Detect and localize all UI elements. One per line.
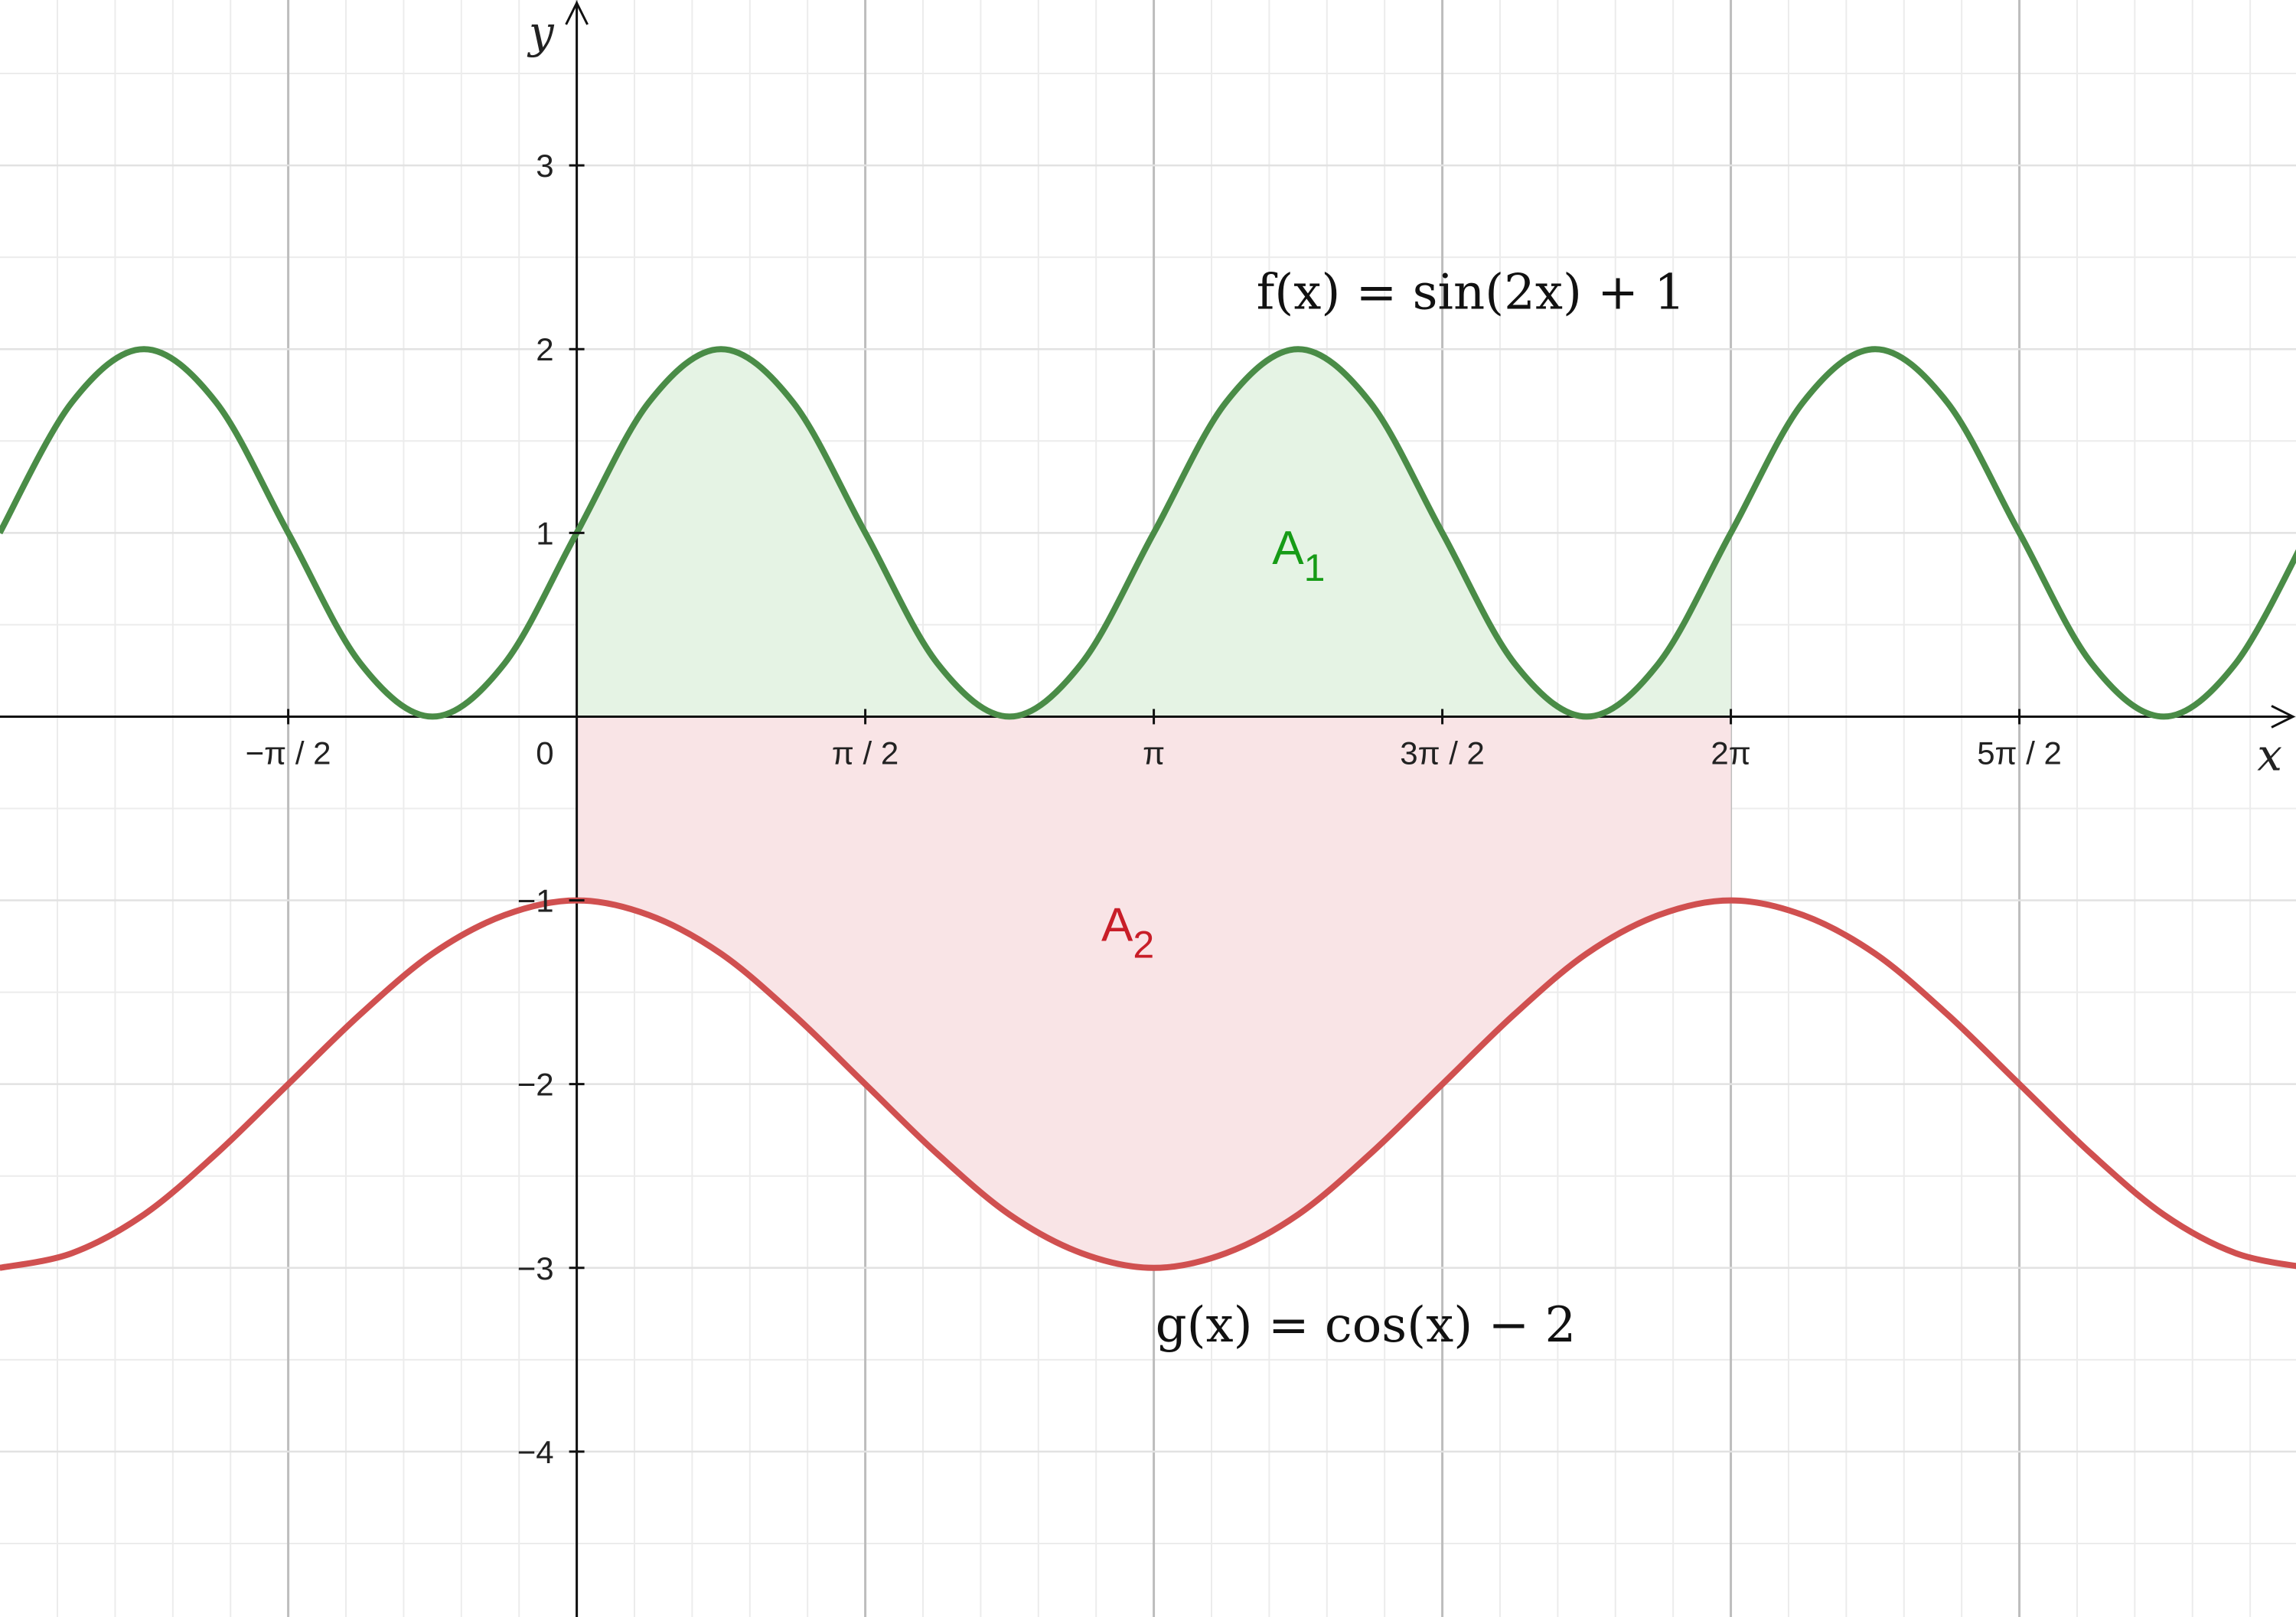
y-axis-label: y [527,6,555,58]
x-tick-label: 2π [1711,735,1750,771]
y-tick-label: −4 [517,1434,554,1470]
y-tick-label: 2 [536,331,553,367]
x-tick-label: π / 2 [832,735,899,771]
formula-f-label: f(x) = sin(2x) + 1 [1257,264,1685,321]
y-tick-label: −2 [517,1067,554,1103]
curve-f [0,346,2296,720]
region-a2-label: A2 [1101,898,1154,966]
annotations: x y f(x) = sin(2x) + 1 g(x) = cos(x) − 2 A1 A… [527,6,2282,1354]
y-tick-label: 3 [536,148,553,184]
curve-g [0,897,2296,1271]
origin-label: 0 [536,735,553,771]
x-axis-arrow [2271,705,2296,729]
x-tick-label: −π / 2 [246,735,331,771]
x-tick-label: 3π / 2 [1400,735,1485,771]
function-curves [0,346,2296,1271]
x-axis-label: x [2257,729,2282,781]
y-tick-label: −1 [517,883,554,919]
formula-g-label: g(x) = cos(x) − 2 [1156,1297,1577,1354]
x-tick-label: 5π / 2 [1977,735,2062,771]
x-tick-label: π [1143,735,1165,771]
y-axis-arrow [565,0,589,25]
region-a1-label: A1 [1272,522,1325,589]
y-tick-label: −3 [517,1250,554,1286]
y-tick-label: 1 [536,515,553,551]
tick-labels: −π / 2 π / 2 π 3π / 2 2π 5π / 2 0 3 2 1 −1 −2 −3 −4 [246,148,2062,1470]
region-a2-fill [576,716,1731,1268]
